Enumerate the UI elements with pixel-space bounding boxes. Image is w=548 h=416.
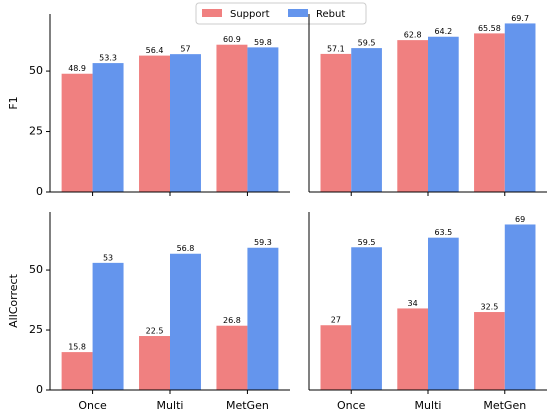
x-tick-label: Once xyxy=(337,399,366,412)
value-label: 60.9 xyxy=(223,35,241,44)
value-label: 69 xyxy=(515,215,525,224)
value-label: 59.5 xyxy=(358,238,376,247)
legend-label: Rebut xyxy=(316,9,345,20)
bar xyxy=(397,308,428,390)
y-tick-label: 50 xyxy=(29,64,43,77)
bar xyxy=(92,63,124,192)
value-label: 65.58 xyxy=(478,24,501,33)
legend-swatch xyxy=(202,9,222,17)
x-tick-label: Once xyxy=(78,399,107,412)
bar xyxy=(247,47,279,192)
bar xyxy=(139,55,170,192)
legend-frame xyxy=(195,2,367,25)
value-label: 53 xyxy=(103,253,113,262)
bar xyxy=(504,224,536,390)
y-tick-label: 0 xyxy=(36,383,43,396)
value-label: 59.8 xyxy=(254,38,272,47)
legend-swatch xyxy=(288,9,308,17)
bar xyxy=(320,53,352,192)
x-tick-label: Multi xyxy=(157,399,184,412)
value-label: 34 xyxy=(408,299,418,308)
x-tick-label: Multi xyxy=(415,399,442,412)
bar xyxy=(216,44,248,192)
value-label: 57.1 xyxy=(327,44,345,53)
y-tick-label: 50 xyxy=(29,263,43,276)
value-label: 27 xyxy=(331,316,341,325)
bar xyxy=(428,36,459,192)
y-axis-label: AllCorrect xyxy=(7,273,20,327)
bar xyxy=(504,23,536,192)
value-label: 53.3 xyxy=(99,54,117,63)
bar xyxy=(351,247,382,390)
x-tick-label: MetGen xyxy=(483,399,526,412)
y-tick-label: 0 xyxy=(36,185,43,198)
bar xyxy=(139,336,170,390)
y-tick-label: 25 xyxy=(29,323,43,336)
bar xyxy=(474,312,505,390)
bar xyxy=(170,54,201,192)
x-tick-label: MetGen xyxy=(226,399,269,412)
value-label: 26.8 xyxy=(223,316,241,325)
value-label: 48.9 xyxy=(68,64,86,73)
bar xyxy=(92,262,124,390)
legend-label: Support xyxy=(230,9,270,20)
value-label: 15.8 xyxy=(68,343,86,352)
y-axis-label: F1 xyxy=(7,96,20,109)
value-label: 63.5 xyxy=(434,228,452,237)
value-label: 62.8 xyxy=(404,31,422,40)
bar xyxy=(247,247,279,390)
legend: Support Rebut xyxy=(195,2,367,25)
value-label: 22.5 xyxy=(146,327,164,336)
bar xyxy=(474,33,505,192)
value-label: 56.4 xyxy=(146,46,164,55)
value-label: 57 xyxy=(180,45,190,54)
value-label: 32.5 xyxy=(481,303,499,312)
bar xyxy=(320,325,352,390)
bar xyxy=(428,237,459,390)
bar xyxy=(351,48,382,193)
value-label: 69.7 xyxy=(511,14,529,23)
value-label: 59.3 xyxy=(254,238,272,247)
bar xyxy=(216,325,248,390)
bar xyxy=(61,73,93,192)
y-tick-label: 25 xyxy=(29,125,43,138)
bar xyxy=(61,352,93,390)
value-label: 64.2 xyxy=(434,27,452,36)
value-label: 56.8 xyxy=(177,244,195,253)
bar xyxy=(170,253,201,390)
value-label: 59.5 xyxy=(358,39,376,48)
bar xyxy=(397,40,428,192)
